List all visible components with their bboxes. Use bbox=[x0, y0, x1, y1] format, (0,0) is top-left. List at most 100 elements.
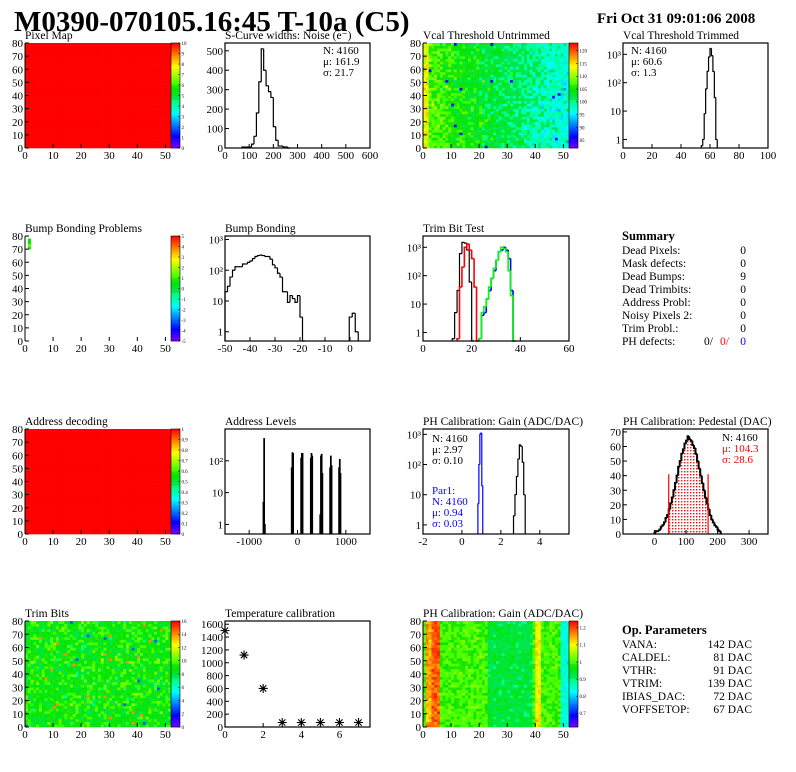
heatmap-cell bbox=[552, 127, 556, 130]
heatmap-cell bbox=[83, 108, 88, 112]
heatmap-cell bbox=[453, 50, 457, 54]
heatmap-cell bbox=[131, 85, 135, 88]
heatmap-cell bbox=[123, 137, 127, 141]
heatmap-cell bbox=[470, 129, 474, 133]
heatmap-cell bbox=[557, 53, 561, 57]
histogram-series bbox=[224, 254, 305, 342]
heatmap-cell bbox=[529, 82, 533, 86]
heatmap-cell bbox=[543, 66, 547, 70]
heatmap-cell bbox=[507, 103, 511, 107]
y-tick-label: 60 bbox=[410, 64, 422, 76]
heatmap-cell bbox=[47, 121, 51, 125]
heatmap-cell bbox=[78, 66, 82, 70]
heatmap-cell bbox=[78, 90, 82, 94]
heatmap-cell bbox=[546, 64, 550, 67]
heatmap-cell bbox=[44, 145, 48, 149]
heatmap-cell bbox=[168, 64, 172, 67]
heatmap-cell bbox=[126, 50, 130, 54]
heatmap-cell bbox=[453, 69, 457, 73]
heatmap-cell bbox=[120, 111, 124, 115]
heatmap-cell bbox=[481, 108, 486, 112]
heatmap-cell bbox=[75, 61, 79, 65]
x-tick-label: 400 bbox=[313, 150, 330, 162]
heatmap-cell bbox=[120, 92, 124, 96]
heatmap-cell bbox=[128, 56, 132, 60]
heatmap-cell bbox=[106, 528, 110, 532]
heatmap-cell bbox=[524, 58, 528, 62]
heatmap-cell bbox=[159, 71, 163, 75]
heatmap-cell bbox=[524, 121, 528, 125]
heatmap-cell bbox=[538, 129, 542, 133]
heatmap-cell bbox=[462, 137, 466, 141]
hist-bin bbox=[502, 247, 506, 250]
heatmap-cell bbox=[36, 137, 40, 141]
x-tick-label: 20 bbox=[76, 343, 88, 355]
heatmap-cell bbox=[131, 132, 135, 136]
heatmap-cell bbox=[47, 50, 51, 54]
heatmap-cell bbox=[538, 119, 542, 123]
heatmap-cell bbox=[557, 119, 561, 123]
heatmap-cell bbox=[543, 103, 547, 107]
heatmap-cell bbox=[451, 71, 455, 75]
heatmap-cell bbox=[554, 108, 559, 112]
heatmap-cell bbox=[72, 61, 76, 65]
heatmap-cell bbox=[476, 74, 480, 78]
heatmap-cell bbox=[67, 79, 71, 83]
heatmap-cell bbox=[493, 82, 497, 86]
heatmap-cell bbox=[507, 127, 511, 130]
heatmap-cell bbox=[81, 74, 85, 78]
heatmap-cell bbox=[156, 82, 161, 86]
heatmap-cell bbox=[50, 64, 54, 67]
heatmap-cell bbox=[524, 74, 528, 78]
heatmap-cell bbox=[67, 64, 71, 67]
heatmap-cell bbox=[546, 142, 550, 146]
heatmap-cell bbox=[100, 134, 104, 138]
heatmap-cell bbox=[434, 108, 438, 112]
heatmap-cell bbox=[58, 119, 62, 123]
heatmap-cell bbox=[425, 132, 429, 136]
heatmap-cell bbox=[154, 526, 158, 530]
heatmap-cell bbox=[448, 100, 452, 104]
heatmap-cell bbox=[168, 137, 172, 141]
heatmap-cell bbox=[543, 56, 547, 60]
heatmap-cell bbox=[496, 66, 500, 70]
heatmap-cell bbox=[540, 56, 545, 60]
heatmap-cell bbox=[69, 106, 74, 109]
heatmap-cell bbox=[470, 53, 474, 57]
heatmap-cell bbox=[498, 121, 502, 125]
heatmap-cell bbox=[484, 137, 488, 141]
heatmap-cell bbox=[61, 90, 65, 94]
heatmap-cell bbox=[165, 132, 169, 136]
heatmap-cell bbox=[131, 121, 135, 125]
heatmap-cell bbox=[103, 127, 107, 130]
heatmap-cell bbox=[487, 142, 491, 146]
heatmap-cell bbox=[53, 116, 57, 120]
hist-bin bbox=[702, 138, 705, 146]
heatmap-cell bbox=[535, 132, 539, 136]
heatmap-cell bbox=[546, 85, 550, 88]
heatmap-cell bbox=[117, 132, 121, 136]
heatmap-cell bbox=[86, 134, 90, 138]
heatmap-cell bbox=[479, 50, 483, 54]
heatmap-cell bbox=[470, 90, 474, 94]
heatmap-cell bbox=[490, 74, 494, 78]
histogram-series bbox=[700, 47, 718, 148]
heatmap-cell bbox=[58, 95, 62, 99]
heatmap-cell bbox=[442, 77, 446, 81]
heatmap-cell bbox=[148, 119, 152, 123]
heatmap-cell bbox=[459, 132, 463, 136]
hist-bin bbox=[269, 256, 273, 260]
heatmap-cell bbox=[25, 48, 29, 52]
heatmap-cell bbox=[30, 87, 34, 91]
heatmap-cell bbox=[134, 142, 138, 146]
heatmap-cell bbox=[549, 100, 553, 104]
heatmap-cell bbox=[543, 95, 547, 99]
heatmap-cell bbox=[465, 103, 469, 107]
heatmap-cell bbox=[148, 69, 152, 73]
heatmap-cell bbox=[39, 95, 43, 99]
heatmap-cell bbox=[151, 145, 155, 149]
heatmap-cell bbox=[501, 45, 505, 49]
heatmap-cell bbox=[168, 526, 172, 530]
heatmap-cell bbox=[532, 43, 536, 46]
palette-band bbox=[171, 93, 180, 96]
